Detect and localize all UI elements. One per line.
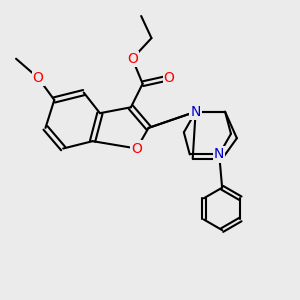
Text: O: O xyxy=(131,142,142,155)
Text: O: O xyxy=(127,52,138,66)
Text: O: O xyxy=(164,71,175,85)
Text: N: N xyxy=(190,105,201,119)
Text: O: O xyxy=(33,71,44,85)
Text: N: N xyxy=(214,147,224,161)
